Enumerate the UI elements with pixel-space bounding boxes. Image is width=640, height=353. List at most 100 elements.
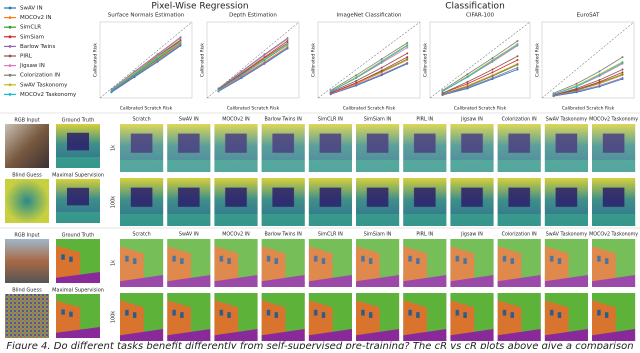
- prediction-image: [214, 293, 258, 341]
- series-line: [442, 44, 518, 92]
- legend-label: Barlow Twins: [20, 44, 56, 50]
- series-line: [218, 44, 288, 91]
- column-label: PIRL IN: [416, 232, 433, 238]
- series-line: [442, 55, 518, 94]
- data-point: [406, 44, 409, 47]
- prediction-image: [214, 124, 258, 172]
- column-label: PIRL IN: [416, 117, 433, 123]
- prediction-image: [497, 293, 541, 341]
- data-point: [466, 82, 469, 85]
- legend-marker: [8, 83, 12, 87]
- legend-label: MOCOv2 Taskonomy: [20, 92, 77, 98]
- image-label: RGB Input: [14, 233, 39, 239]
- data-point: [621, 73, 624, 76]
- group-title: Classification: [445, 2, 505, 12]
- data-point: [133, 75, 136, 78]
- data-point: [516, 43, 519, 46]
- column-label: Jigsaw IN: [460, 117, 483, 123]
- data-point: [179, 41, 182, 44]
- series-line: [330, 59, 408, 94]
- series-line: [330, 56, 408, 94]
- series-line: [218, 37, 288, 89]
- column-label: MOCOv2 IN: [222, 117, 250, 123]
- data-point: [179, 39, 182, 42]
- x-axis-label: Calibrated Scratch Risk: [227, 106, 280, 112]
- legend-marker: [8, 93, 12, 96]
- column-label: Jigsaw IN: [460, 232, 483, 238]
- data-point: [575, 90, 578, 93]
- series-line: [553, 71, 623, 96]
- data-point: [406, 61, 409, 64]
- data-point: [598, 84, 601, 87]
- column-label: SwAV IN: [179, 232, 199, 238]
- prediction-image: [497, 239, 541, 287]
- series-line: [442, 43, 518, 92]
- data-point: [329, 93, 332, 96]
- legend-label: SwAV Taskonomy: [20, 82, 68, 88]
- data-point: [516, 63, 519, 66]
- legend-marker: [8, 73, 12, 77]
- data-point: [406, 41, 409, 44]
- prediction-image: [261, 239, 305, 287]
- row-label: 100k: [111, 311, 117, 324]
- series-line: [553, 56, 623, 94]
- series-line: [442, 67, 518, 96]
- data-point: [575, 82, 578, 85]
- data-point: [380, 73, 383, 76]
- prediction-image: [120, 293, 164, 341]
- prediction-image: [450, 239, 494, 287]
- chart-title: CIFAR-100: [466, 13, 494, 19]
- image: [56, 124, 100, 168]
- image-label: Ground Truth: [62, 233, 95, 239]
- data-point: [406, 52, 409, 55]
- x-axis-label: Calibrated Scratch Risk: [343, 106, 396, 112]
- x-axis-label: Calibrated Scratch Risk: [120, 106, 173, 112]
- series-line: [553, 73, 623, 96]
- legend-marker: [8, 45, 12, 48]
- series-line: [330, 63, 408, 95]
- data-point: [179, 43, 182, 46]
- prediction-image: [120, 239, 164, 287]
- image: [5, 239, 49, 283]
- series-line: [111, 42, 181, 91]
- legend-marker: [8, 25, 12, 29]
- prediction-image: [450, 124, 494, 172]
- prediction-image: [214, 239, 258, 287]
- series-line: [553, 69, 623, 96]
- column-label: SimSiam IN: [364, 232, 392, 238]
- image-label: Ground Truth: [62, 118, 95, 124]
- prediction-image: [592, 124, 636, 172]
- y-axis-label: Calibrated Risk: [423, 43, 429, 77]
- data-point: [217, 87, 220, 90]
- prediction-image: [592, 239, 636, 287]
- series-line: [330, 53, 408, 93]
- data-point: [380, 69, 383, 72]
- series-line: [442, 64, 518, 95]
- legend-marker: [8, 35, 12, 39]
- prediction-image: [356, 293, 400, 341]
- prediction-image: [167, 293, 211, 341]
- legend-label: SwAV IN: [20, 6, 43, 12]
- column-label: MOCOv2 IN: [222, 232, 250, 238]
- prediction-image: [261, 293, 305, 341]
- column-label: Barlow Twins IN: [265, 117, 303, 123]
- prediction-image: [403, 293, 447, 341]
- prediction-image: [308, 239, 352, 287]
- plot-frame: [317, 21, 421, 99]
- row-label: 1k: [111, 260, 117, 266]
- prediction-image: [167, 178, 211, 226]
- data-point: [552, 93, 555, 96]
- column-label: MOCOv2 Taskonomy: [589, 117, 638, 123]
- series-line: [553, 78, 623, 97]
- prediction-image: [261, 124, 305, 172]
- plot-frame: [206, 21, 300, 99]
- column-label: SimCLR IN: [318, 117, 343, 123]
- reference-diagonal: [317, 21, 421, 99]
- image: [5, 124, 49, 168]
- data-point: [156, 57, 159, 60]
- y-axis-label: Calibrated Risk: [200, 43, 206, 77]
- y-axis-label: Calibrated Risk: [535, 43, 541, 77]
- data-point: [263, 61, 266, 64]
- prediction-image: [167, 124, 211, 172]
- prediction-image: [403, 178, 447, 226]
